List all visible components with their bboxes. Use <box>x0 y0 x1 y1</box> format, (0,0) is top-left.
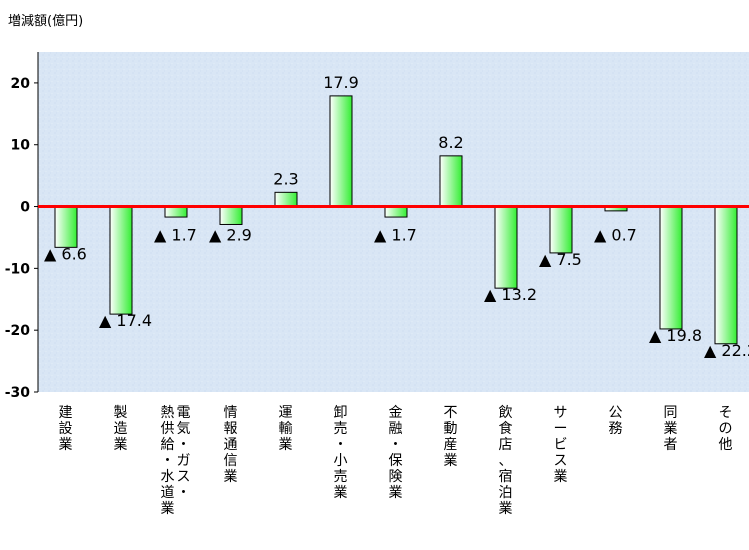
x-category-text: サービス業 <box>553 405 568 485</box>
y-tick-label: 20 <box>11 76 31 92</box>
data-label: 17.9 <box>323 73 359 92</box>
x-category-text: 製造業 <box>113 405 128 453</box>
x-category-text: その他 <box>718 405 733 453</box>
bar <box>109 206 133 315</box>
bar <box>714 206 738 345</box>
y-axis-title: 増減額(億円) <box>8 14 84 29</box>
bar <box>274 191 298 208</box>
data-labels: ▲ 6.6 ▲ 17.4 ▲ 1.7 ▲ 2.9 2.3 17.9 ▲ 1.7 8.2 ▲ 13… <box>44 73 749 360</box>
data-label: ▲ 6.6 <box>44 244 87 263</box>
x-category-text: 情報通信業 <box>223 405 238 485</box>
y-tick-label: -10 <box>5 261 31 277</box>
x-category-text: 公務 <box>608 405 623 437</box>
data-label: ▲ 19.8 <box>649 326 702 345</box>
bar <box>219 206 243 225</box>
x-category-text: 卸売・小売業 <box>333 405 348 501</box>
bars <box>54 95 738 345</box>
y-tick-label: 0 <box>20 200 30 216</box>
data-label: ▲ 2.9 <box>209 226 252 245</box>
bar <box>329 95 353 208</box>
x-category-text: 不動産業 <box>443 405 458 469</box>
y-axis: -30 -20 -10 0 10 20 <box>5 52 39 401</box>
data-label: ▲ 22.2 <box>704 341 749 360</box>
y-tick-label: -20 <box>5 323 31 339</box>
bar <box>439 155 463 208</box>
y-tick-label: 10 <box>11 138 31 154</box>
bar <box>494 206 518 289</box>
bar <box>549 206 573 254</box>
data-label: 2.3 <box>273 169 298 188</box>
bar <box>164 206 188 218</box>
plot-area <box>38 52 749 392</box>
data-label: ▲ 17.4 <box>99 311 152 330</box>
x-category-text: 運輸業 <box>278 405 293 453</box>
data-label: ▲ 1.7 <box>154 226 197 245</box>
data-label: ▲ 7.5 <box>539 250 582 269</box>
data-label: 8.2 <box>438 133 463 152</box>
x-category-text: 飲食店、宿泊業 <box>498 405 513 517</box>
x-category-text: 金融・保険業 <box>388 405 403 501</box>
x-category-text: 電気・ガス・ <box>176 405 191 501</box>
data-label: ▲ 1.7 <box>374 226 417 245</box>
bar <box>384 206 408 218</box>
bar <box>659 206 683 330</box>
bar <box>54 206 78 248</box>
x-category-text: 熱供給・水道業 <box>160 405 175 517</box>
x-category-text: 同業者 <box>663 405 678 453</box>
y-tick-label: -30 <box>5 385 31 401</box>
data-label: ▲ 13.2 <box>484 285 537 304</box>
x-category-text: 建設業 <box>58 405 73 453</box>
data-label: ▲ 0.7 <box>594 226 637 245</box>
